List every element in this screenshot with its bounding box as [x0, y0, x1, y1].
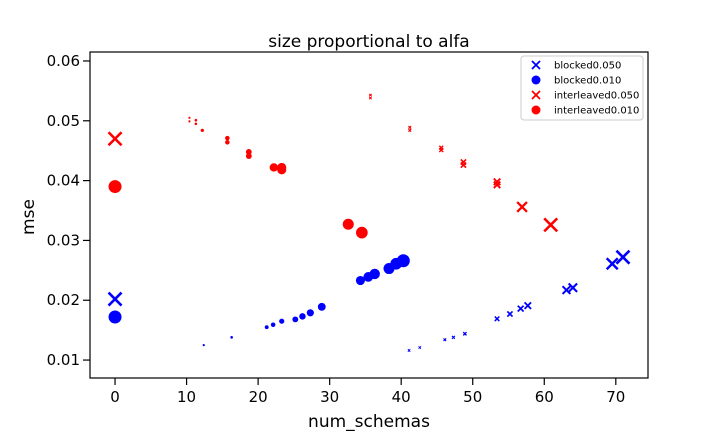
series-blocked0.010 — [108, 254, 410, 347]
legend-entry-label: blocked0.050 — [554, 61, 621, 72]
data-point-x-marker — [443, 338, 447, 342]
x-tick-label: 30 — [320, 388, 339, 406]
x-tick-label: 50 — [463, 388, 482, 406]
data-point-circle-marker — [369, 268, 380, 280]
x-tick-label: 40 — [392, 388, 411, 406]
legend-box — [520, 55, 644, 121]
series-interleaved0.050 — [107, 93, 559, 233]
x-tick-label: 0 — [110, 388, 120, 406]
data-point-circle-marker — [306, 309, 314, 317]
data-point-x-marker — [543, 217, 559, 233]
x-axis-label: num_schemas — [308, 412, 430, 432]
data-point-circle-marker — [188, 120, 191, 123]
data-point-circle-marker — [194, 122, 198, 126]
y-tick-label: 0.05 — [47, 112, 80, 130]
data-point-x-marker — [368, 96, 372, 100]
plot-area-frame — [89, 51, 649, 379]
series-blocked0.050 — [107, 249, 631, 353]
legend-entry-label: blocked0.010 — [554, 76, 621, 87]
legend-marker-circle — [531, 75, 541, 85]
data-point-circle-marker — [342, 218, 354, 230]
data-point-x-marker — [408, 128, 412, 133]
y-tick-label: 0.06 — [47, 52, 80, 70]
data-point-circle-marker — [245, 153, 252, 160]
data-point-x-marker — [561, 285, 572, 295]
data-point-x-marker — [438, 145, 444, 151]
data-points — [107, 93, 631, 353]
data-point-x-marker — [368, 93, 372, 97]
data-point-x-marker — [107, 291, 123, 307]
data-point-x-marker — [462, 331, 467, 336]
legend-marker-circle — [531, 105, 541, 115]
data-point-circle-marker — [264, 325, 269, 330]
y-axis-label: mse — [19, 199, 39, 235]
x-tick-label: 70 — [606, 388, 625, 406]
legend-entry-label: interleaved0.010 — [554, 106, 639, 117]
data-point-x-marker — [460, 158, 467, 166]
data-point-circle-marker — [299, 313, 306, 320]
x-tick-label: 60 — [535, 388, 554, 406]
data-point-x-marker — [506, 310, 514, 318]
data-point-x-marker — [517, 305, 525, 313]
data-point-x-marker — [493, 180, 501, 189]
legend: blocked0.050 blocked0.010 interleaved0.050… — [520, 55, 644, 121]
chart-title: size proportional to alfa — [268, 32, 469, 52]
data-point-x-marker — [523, 301, 532, 310]
data-point-circle-marker — [225, 135, 230, 141]
data-point-circle-marker — [108, 180, 122, 194]
data-point-x-marker — [615, 249, 631, 265]
data-point-circle-marker — [277, 162, 287, 172]
data-point-circle-marker — [194, 118, 198, 122]
data-point-circle-marker — [225, 140, 230, 145]
data-point-circle-marker — [188, 116, 191, 119]
data-point-x-marker — [418, 345, 422, 350]
series-interleaved0.010 — [108, 116, 368, 239]
data-point-x-marker — [408, 125, 412, 130]
data-point-circle-marker — [355, 275, 365, 286]
data-point-circle-marker — [108, 310, 122, 324]
y-tick-label: 0.01 — [47, 351, 80, 369]
data-point-x-marker — [516, 201, 528, 213]
legend-marker-x — [531, 90, 541, 100]
data-point-circle-marker — [269, 163, 279, 172]
data-point-circle-marker — [396, 254, 410, 268]
y-tick-label: 0.03 — [47, 231, 80, 249]
data-point-circle-marker — [230, 336, 233, 339]
data-point-x-marker — [493, 177, 501, 186]
axis-ticks: 0 10 20 30 40 50 60 70 0.01 0.02 0.03 0.04 0.05 0.06 — [47, 52, 626, 406]
data-point-circle-marker — [202, 344, 205, 347]
y-tick-label: 0.04 — [47, 172, 80, 190]
data-point-circle-marker — [279, 318, 285, 324]
x-tick-label: 20 — [249, 388, 268, 406]
data-point-x-marker — [605, 257, 619, 271]
y-tick-label: 0.02 — [47, 291, 80, 309]
data-point-circle-marker — [245, 148, 252, 155]
x-tick-label: 10 — [177, 388, 196, 406]
data-point-x-marker — [494, 315, 500, 322]
legend-entry-label: interleaved0.050 — [554, 91, 639, 102]
legend-marker-x — [531, 60, 541, 70]
data-point-circle-marker — [355, 226, 368, 239]
data-point-x-marker — [451, 335, 456, 340]
data-point-circle-marker — [270, 322, 276, 328]
data-point-circle-marker — [200, 128, 204, 132]
data-point-circle-marker — [317, 302, 326, 311]
data-point-circle-marker — [292, 316, 299, 323]
data-point-x-marker — [407, 348, 411, 353]
data-point-x-marker — [107, 131, 123, 147]
data-point-x-marker — [567, 282, 578, 293]
